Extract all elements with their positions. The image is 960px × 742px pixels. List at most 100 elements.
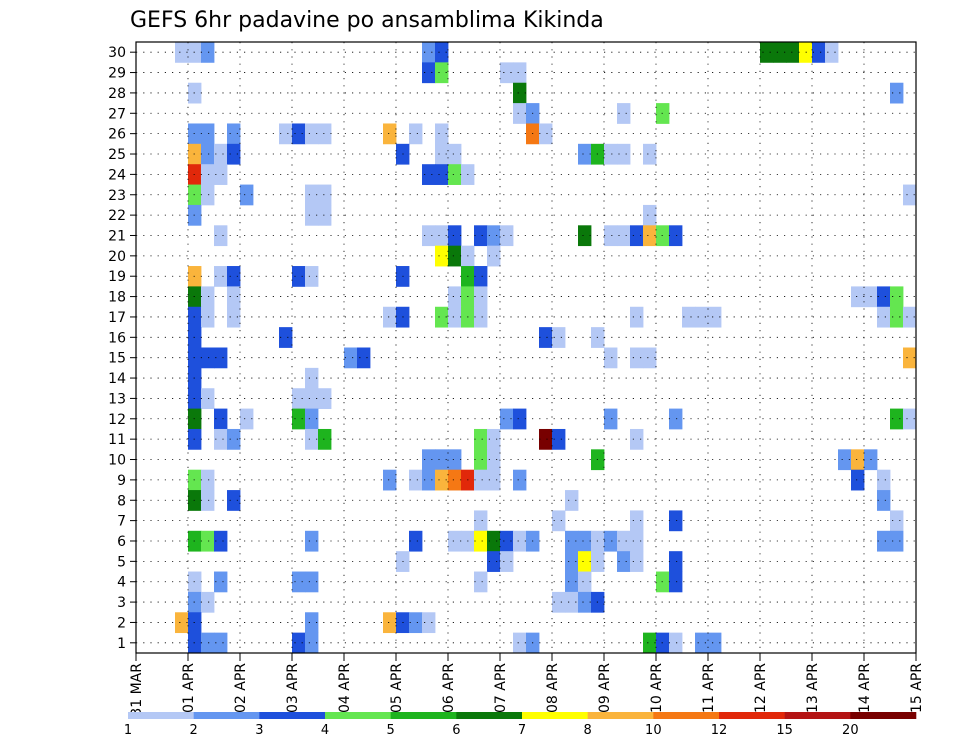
heatmap-cell <box>604 143 618 165</box>
y-tick-label: 21 <box>108 228 126 244</box>
colorbar-swatch <box>259 712 326 719</box>
heatmap-cell <box>604 225 618 247</box>
colorbar-label: 6 <box>452 723 460 738</box>
heatmap-cell <box>565 551 579 572</box>
x-tick-label: 14 APR <box>857 663 873 713</box>
heatmap-cell <box>630 510 644 532</box>
heatmap-cell <box>669 551 683 572</box>
heatmap-cell <box>578 571 592 593</box>
heatmap-cell <box>357 347 371 369</box>
heatmap-cell <box>578 591 592 613</box>
colorbar-swatch <box>456 712 523 719</box>
heatmap-cell <box>890 82 904 104</box>
heatmap-cell <box>513 632 527 654</box>
heatmap-cell <box>448 469 462 491</box>
y-tick-label: 25 <box>108 147 126 163</box>
heatmap-cell <box>305 388 319 409</box>
heatmap-cell <box>305 184 319 206</box>
heatmap-cell <box>851 449 865 471</box>
heatmap-cell <box>318 428 332 450</box>
colorbar-swatch <box>193 712 260 719</box>
colorbar-label: 7 <box>518 723 526 738</box>
heatmap-cells <box>175 42 917 654</box>
heatmap-cell <box>487 551 501 572</box>
heatmap-cell <box>890 530 904 552</box>
heatmap-cell <box>565 591 579 613</box>
x-tick-label: 05 APR <box>389 663 405 713</box>
y-tick-label: 15 <box>108 351 126 367</box>
y-tick-label: 9 <box>117 473 126 489</box>
heatmap-cell <box>669 225 683 247</box>
heatmap-cell <box>448 245 462 267</box>
colorbar-label: 8 <box>584 723 592 738</box>
heatmap-cell <box>201 286 215 308</box>
heatmap-cell <box>227 143 241 165</box>
heatmap-cell <box>422 225 436 247</box>
heatmap-cell <box>500 62 514 84</box>
y-tick-label: 5 <box>117 554 126 570</box>
heatmap-cell <box>305 204 319 226</box>
heatmap-cell <box>682 306 696 328</box>
heatmap-cell <box>279 123 293 145</box>
heatmap-cell <box>669 571 683 593</box>
heatmap-cell <box>474 428 488 450</box>
heatmap-cell <box>175 612 189 634</box>
heatmap-cell <box>838 449 852 471</box>
colorbar-swatch <box>390 712 457 719</box>
heatmap-cell <box>279 327 293 348</box>
y-tick-label: 7 <box>117 514 126 530</box>
colorbar-label: 5 <box>387 723 395 738</box>
heatmap-cell <box>201 591 215 613</box>
x-tick-label: 01 APR <box>181 663 197 713</box>
heatmap-cell <box>552 510 566 532</box>
colorbar-swatch <box>719 712 785 719</box>
colorbar-swatch <box>128 712 194 719</box>
heatmap-cell <box>305 530 319 552</box>
heatmap-cell <box>877 530 891 552</box>
heatmap-cell <box>201 184 215 206</box>
heatmap-cell <box>448 449 462 471</box>
heatmap-cell <box>214 530 228 552</box>
heatmap-cell <box>305 632 319 654</box>
heatmap-cell <box>890 408 904 430</box>
heatmap-cell <box>292 632 306 654</box>
heatmap-cell <box>227 428 241 450</box>
heatmap-cell <box>604 347 618 369</box>
y-tick-label: 6 <box>117 534 126 550</box>
y-tick-label: 30 <box>108 45 126 61</box>
heatmap-cell <box>214 143 228 165</box>
heatmap-cell <box>305 612 319 634</box>
heatmap-cell <box>435 469 449 491</box>
heatmap-cell <box>214 632 228 654</box>
heatmap-cell <box>578 530 592 552</box>
heatmap-cell <box>305 123 319 145</box>
heatmap-cell <box>448 306 462 328</box>
heatmap-cell <box>513 469 527 491</box>
heatmap-cell <box>630 306 644 328</box>
heatmap-cell <box>474 469 488 491</box>
heatmap-cell <box>578 551 592 572</box>
y-tick-label: 4 <box>117 575 126 591</box>
heatmap-cell <box>643 204 657 226</box>
heatmap-cell <box>565 490 579 511</box>
heatmap-cell <box>201 143 215 165</box>
heatmap-cell <box>604 408 618 430</box>
heatmap-cell <box>877 306 891 328</box>
heatmap-cell <box>487 449 501 471</box>
heatmap-cell <box>708 306 722 328</box>
heatmap-cell <box>669 510 683 532</box>
heatmap-cell <box>214 347 228 369</box>
heatmap-cell <box>760 42 774 63</box>
x-tick-label: 04 APR <box>337 663 353 713</box>
heatmap-cell <box>292 571 306 593</box>
y-tick-label: 27 <box>108 106 126 122</box>
heatmap-cell <box>825 42 839 63</box>
heatmap-cell <box>877 490 891 511</box>
heatmap-cell <box>903 408 917 430</box>
heatmap-cell <box>201 347 215 369</box>
heatmap-cell <box>890 510 904 532</box>
colorbar-label: 1 <box>124 723 132 738</box>
heatmap-cell <box>201 306 215 328</box>
